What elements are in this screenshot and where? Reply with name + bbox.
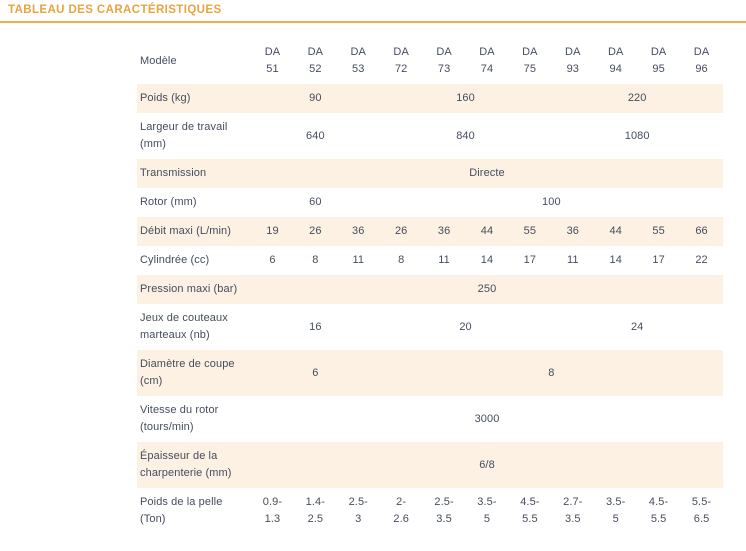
spec-cell: 1080 — [624, 129, 650, 142]
spec-cell: 90 — [309, 92, 322, 104]
spec-cell: 5.5- 6.5 — [691, 496, 712, 525]
table-row: Jeux de couteaux marteaux (nb) 16 20 24 — [137, 304, 723, 350]
spec-cell: 36 — [566, 225, 580, 237]
table-row: Pression maxi (bar) 250 — [137, 275, 723, 304]
title-underline-rule — [0, 21, 746, 23]
spec-cell: 66 — [695, 225, 708, 237]
table-row: Poids (kg) 90 160 220 — [137, 84, 723, 113]
spec-cell: 840 — [456, 129, 475, 142]
row-label: Poids (kg) — [140, 92, 191, 104]
model-column-header: DA 53 — [350, 46, 366, 75]
spec-cell: 36 — [352, 225, 365, 237]
column-header-modele: Modèle — [140, 54, 177, 67]
spec-cell: 100 — [542, 196, 561, 208]
row-label: Largeur de travail (mm) — [140, 121, 228, 150]
row-label: Rotor (mm) — [140, 196, 197, 208]
spec-cell: 6 — [269, 254, 276, 266]
row-label: Vitesse du rotor (tours/min) — [140, 404, 219, 433]
spec-cell: 16 — [309, 320, 322, 333]
spec-cell: 14 — [609, 254, 622, 266]
spec-cell: 22 — [695, 254, 708, 266]
spec-cell: 4.5- 5.5 — [520, 496, 540, 525]
spec-cell: Directe — [469, 167, 505, 179]
spec-cell: 60 — [309, 196, 322, 208]
row-label: Cylindrée (cc) — [140, 254, 210, 266]
model-column-header: DA 72 — [393, 46, 409, 75]
row-label: Jeux de couteaux marteaux (nb) — [140, 312, 228, 341]
row-label: Transmission — [140, 167, 207, 179]
spec-cell: 0.9- 1.3 — [262, 496, 283, 525]
table-row: Cylindrée (cc) 6 8 11 8 11 14 17 11 14 17 22 — [137, 246, 723, 275]
spec-cell: 160 — [456, 92, 475, 104]
spec-cell: 14 — [480, 254, 494, 266]
characteristics-table: Modèle DA 51 DA 52 DA 53 DA 72 DA 73 DA 74 DA … — [137, 38, 723, 534]
page-title: TABLEAU DES CARACTÉRISTIQUES — [8, 4, 222, 16]
spec-cell: 6/8 — [479, 458, 495, 471]
row-label: Pression maxi (bar) — [140, 283, 238, 295]
spec-cell: 36 — [437, 225, 451, 237]
row-label: Épaisseur de la charpenterie (mm) — [140, 450, 232, 479]
table-row: Poids de la pelle (Ton) 0.9- 1.3 1.4- 2.5 2… — [137, 488, 723, 534]
spec-cell: 2.5- 3.5 — [434, 496, 454, 525]
row-label: Diamètre de coupe (cm) — [140, 358, 235, 387]
spec-cell: 6 — [312, 366, 319, 379]
table-row: Transmission Directe — [137, 159, 723, 188]
spec-cell: 8 — [548, 366, 555, 379]
table-row: Rotor (mm) 60 100 — [137, 188, 723, 217]
spec-cell: 2.5- 3 — [348, 496, 368, 525]
spec-cell: 3.5- 5 — [477, 496, 497, 525]
table-row: Largeur de travail (mm) 640 840 1080 — [137, 113, 723, 159]
spec-cell: 17 — [652, 254, 665, 266]
spec-cell: 19 — [266, 225, 279, 237]
spec-cell: 640 — [306, 129, 325, 142]
model-column-header: DA 73 — [436, 46, 452, 75]
table-row: Diamètre de coupe (cm) 6 8 — [137, 350, 723, 396]
model-column-header: DA 96 — [693, 46, 710, 75]
model-column-header: DA 51 — [264, 46, 281, 75]
row-label: Débit maxi (L/min) — [140, 225, 232, 237]
spec-cell: 55 — [523, 225, 537, 237]
spec-cell: 11 — [566, 254, 579, 266]
model-column-header: DA 93 — [565, 46, 581, 75]
spec-cell: 20 — [459, 320, 472, 333]
spec-cell: 2.7- 3.5 — [563, 496, 583, 525]
spec-cell: 2- 2.6 — [393, 496, 409, 525]
table-body: Poids (kg) 90 160 220 Largeur de travail (mm… — [137, 84, 723, 534]
spec-cell: 8 — [398, 254, 405, 266]
table-row: Vitesse du rotor (tours/min) 3000 — [137, 396, 723, 442]
spec-cell: 26 — [394, 225, 408, 237]
spec-cell: 8 — [312, 254, 319, 266]
spec-cell: 24 — [630, 320, 644, 333]
model-column-header: DA 74 — [479, 46, 495, 75]
spec-cell: 26 — [309, 225, 322, 237]
spec-cell: 44 — [609, 225, 622, 237]
model-column-header: DA 75 — [522, 46, 538, 75]
spec-cell: 11 — [438, 254, 450, 266]
model-column-header: DA 95 — [650, 46, 667, 75]
spec-cell: 3000 — [474, 412, 500, 425]
spec-cell: 44 — [480, 225, 494, 237]
spec-cell: 3.5- 5 — [606, 496, 626, 525]
spec-cell: 17 — [523, 254, 537, 266]
table-row: Épaisseur de la charpenterie (mm) 6/8 — [137, 442, 723, 488]
model-column-header: DA 52 — [307, 46, 324, 75]
spec-cell: 250 — [477, 283, 497, 295]
spec-cell: 220 — [627, 92, 647, 104]
spec-cell: 55 — [652, 225, 665, 237]
model-column-header: DA 94 — [607, 46, 624, 75]
row-label: Poids de la pelle (Ton) — [140, 496, 223, 525]
table-header-row: Modèle DA 51 DA 52 DA 53 DA 72 DA 73 DA 74 DA … — [137, 38, 723, 84]
spec-cell: 4.5- 5.5 — [648, 496, 669, 525]
spec-cell: 11 — [352, 254, 365, 266]
table-row: Débit maxi (L/min) 19 26 36 26 36 44 55 36 44 55 66 — [137, 217, 723, 246]
spec-cell: 1.4- 2.5 — [305, 496, 326, 525]
